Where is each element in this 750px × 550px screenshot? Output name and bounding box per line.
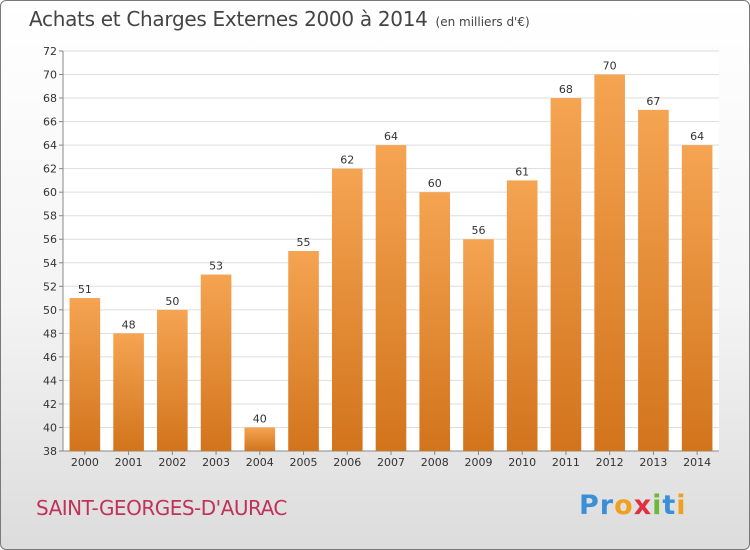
bar (638, 109, 669, 451)
bar (463, 239, 494, 451)
y-tick-label: 40 (43, 421, 57, 434)
y-tick-label: 38 (43, 445, 57, 458)
y-tick-label: 64 (43, 139, 57, 152)
logo-letter: P (579, 490, 600, 521)
x-tick-label: 2014 (683, 456, 711, 469)
y-tick-label: 58 (43, 210, 57, 223)
logo-letter: i (652, 490, 663, 521)
y-tick-label: 54 (43, 257, 57, 270)
proxiti-logo: Proxiti (579, 490, 687, 521)
data-label: 51 (78, 283, 92, 296)
data-label: 67 (646, 95, 660, 108)
y-tick-label: 48 (43, 327, 57, 340)
bar (550, 98, 582, 451)
x-tick-label: 2006 (333, 456, 361, 469)
y-tick-label: 44 (43, 374, 57, 387)
y-tick-label: 46 (43, 351, 57, 364)
commune-name: SAINT-GEORGES-D'AURAC (36, 496, 287, 520)
data-label: 70 (603, 60, 617, 73)
bar (331, 168, 363, 451)
data-label: 62 (340, 154, 354, 167)
x-tick-label: 2012 (596, 456, 624, 469)
chart-title: Achats et Charges Externes 2000 à 2014 (29, 7, 428, 31)
y-tick-label: 60 (43, 186, 57, 199)
y-tick-label: 66 (43, 116, 57, 129)
logo-letter: o (614, 490, 634, 521)
data-label: 55 (297, 236, 311, 249)
data-label: 53 (209, 260, 223, 273)
data-label: 68 (559, 83, 573, 96)
y-tick-label: 62 (43, 163, 57, 176)
bar (419, 192, 451, 452)
y-tick-label: 72 (43, 45, 57, 58)
y-tick-label: 56 (43, 233, 57, 246)
chart-subtitle: (en milliers d'€) (435, 15, 530, 29)
y-tick-label: 68 (43, 92, 57, 105)
data-label: 64 (690, 130, 704, 143)
x-tick-label: 2001 (115, 456, 143, 469)
x-tick-label: 2003 (202, 456, 230, 469)
logo-letter: r (599, 490, 615, 521)
x-tick-label: 2010 (508, 456, 536, 469)
data-label: 61 (515, 165, 529, 178)
bar (69, 298, 101, 451)
x-tick-label: 2004 (246, 456, 274, 469)
x-tick-label: 2009 (464, 456, 492, 469)
x-tick-label: 2002 (158, 456, 186, 469)
data-label: 48 (122, 318, 136, 331)
logo-letter: i (676, 490, 687, 521)
data-label: 50 (165, 295, 179, 308)
data-label: 60 (428, 177, 442, 190)
y-tick-label: 70 (43, 69, 57, 82)
bar (200, 274, 232, 451)
x-tick-label: 2005 (290, 456, 318, 469)
x-tick-label: 2007 (377, 456, 405, 469)
bar (244, 427, 276, 451)
bar (375, 145, 407, 451)
x-tick-label: 2013 (639, 456, 667, 469)
bar (157, 309, 188, 451)
y-tick-label: 50 (43, 304, 57, 317)
data-label: 64 (384, 130, 398, 143)
logo-letter: x (633, 490, 653, 521)
x-tick-label: 2000 (71, 456, 99, 469)
bar (594, 74, 625, 451)
y-tick-label: 52 (43, 280, 57, 293)
chart-title-row: Achats et Charges Externes 2000 à 2014 (e… (29, 7, 530, 31)
x-tick-label: 2011 (552, 456, 580, 469)
x-tick-label: 2008 (421, 456, 449, 469)
logo-letter: t (662, 490, 677, 521)
data-label: 56 (471, 224, 485, 237)
bar (681, 145, 713, 451)
bar (113, 333, 144, 451)
y-tick-label: 42 (43, 398, 57, 411)
bar (288, 251, 319, 451)
data-label: 40 (253, 412, 267, 425)
bar (506, 180, 538, 452)
